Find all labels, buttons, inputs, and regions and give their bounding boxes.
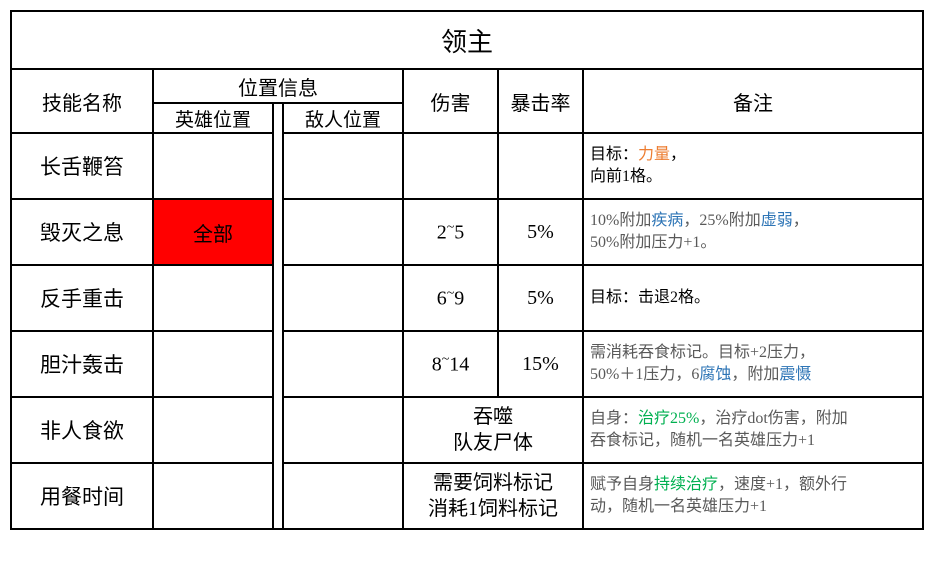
gap-col xyxy=(273,103,283,529)
hero-pos-grid xyxy=(153,331,273,397)
skill-row: 毁灭之息 全部 2~5 5% 10%附加疾病，25%附加虚弱，50%附加压力+1… xyxy=(11,199,923,265)
header-crit: 暴击率 xyxy=(498,69,583,133)
note-cell: 需消耗吞食标记。目标+2压力，50%＋1压力，6腐蚀，附加震慑 xyxy=(583,331,923,397)
merged-damage-crit: 吞噬队友尸体 xyxy=(403,397,583,463)
skill-name-cell: 长舌鞭笞 xyxy=(11,133,153,199)
hero-pos-grid: 全部 xyxy=(153,199,273,265)
crit-cell: 5% xyxy=(498,265,583,331)
enemy-pos-grid xyxy=(283,133,403,199)
hero-pos-grid xyxy=(153,397,273,463)
header-enemy-pos: 敌人位置 xyxy=(283,103,403,133)
skill-row: 非人食欲 吞噬队友尸体 自身：治疗25%，治疗dot伤害，附加吞食标记，随机一名… xyxy=(11,397,923,463)
enemy-pos-grid xyxy=(283,397,403,463)
hero-pos-grid xyxy=(153,133,273,199)
note-cell: 赋予自身持续治疗，速度+1，额外行动，随机一名英雄压力+1 xyxy=(583,463,923,529)
skill-name-cell: 毁灭之息 xyxy=(11,199,153,265)
header-skill-name: 技能名称 xyxy=(11,69,153,133)
header-notes: 备注 xyxy=(583,69,923,133)
header-damage: 伤害 xyxy=(403,69,498,133)
merged-damage-crit: 需要饲料标记消耗1饲料标记 xyxy=(403,463,583,529)
skill-name-cell: 胆汁轰击 xyxy=(11,331,153,397)
skill-row: 长舌鞭笞 目标：力量，向前1格。 xyxy=(11,133,923,199)
crit-cell: 5% xyxy=(498,199,583,265)
note-cell: 目标：击退2格。 xyxy=(583,265,923,331)
note-cell: 目标：力量，向前1格。 xyxy=(583,133,923,199)
enemy-pos-grid xyxy=(283,463,403,529)
header-hero-pos: 英雄位置 xyxy=(153,103,273,133)
hero-pos-grid xyxy=(153,463,273,529)
damage-cell: 8~14 xyxy=(403,331,498,397)
enemy-pos-grid xyxy=(283,199,403,265)
note-cell: 10%附加疾病，25%附加虚弱，50%附加压力+1。 xyxy=(583,199,923,265)
damage-cell xyxy=(403,133,498,199)
header-position-info: 位置信息 xyxy=(153,69,403,103)
skill-name-cell: 反手重击 xyxy=(11,265,153,331)
skill-name-cell: 用餐时间 xyxy=(11,463,153,529)
enemy-pos-grid xyxy=(283,265,403,331)
skill-row: 胆汁轰击 8~14 15% 需消耗吞食标记。目标+2压力，50%＋1压力，6腐蚀… xyxy=(11,331,923,397)
skill-row: 反手重击 6~9 5% 目标：击退2格。 xyxy=(11,265,923,331)
note-cell: 自身：治疗25%，治疗dot伤害，附加吞食标记，随机一名英雄压力+1 xyxy=(583,397,923,463)
skill-table: 领主 技能名称 位置信息 伤害 暴击率 备注 英雄位置 敌人位置 长舌鞭笞 xyxy=(10,10,924,530)
damage-cell: 6~9 xyxy=(403,265,498,331)
table-title: 领主 xyxy=(11,11,923,69)
enemy-pos-grid xyxy=(283,331,403,397)
damage-cell: 2~5 xyxy=(403,199,498,265)
hero-pos-grid xyxy=(153,265,273,331)
skill-name-cell: 非人食欲 xyxy=(11,397,153,463)
crit-cell: 15% xyxy=(498,331,583,397)
crit-cell xyxy=(498,133,583,199)
skill-row: 用餐时间 需要饲料标记消耗1饲料标记 赋予自身持续治疗，速度+1，额外行动，随机… xyxy=(11,463,923,529)
